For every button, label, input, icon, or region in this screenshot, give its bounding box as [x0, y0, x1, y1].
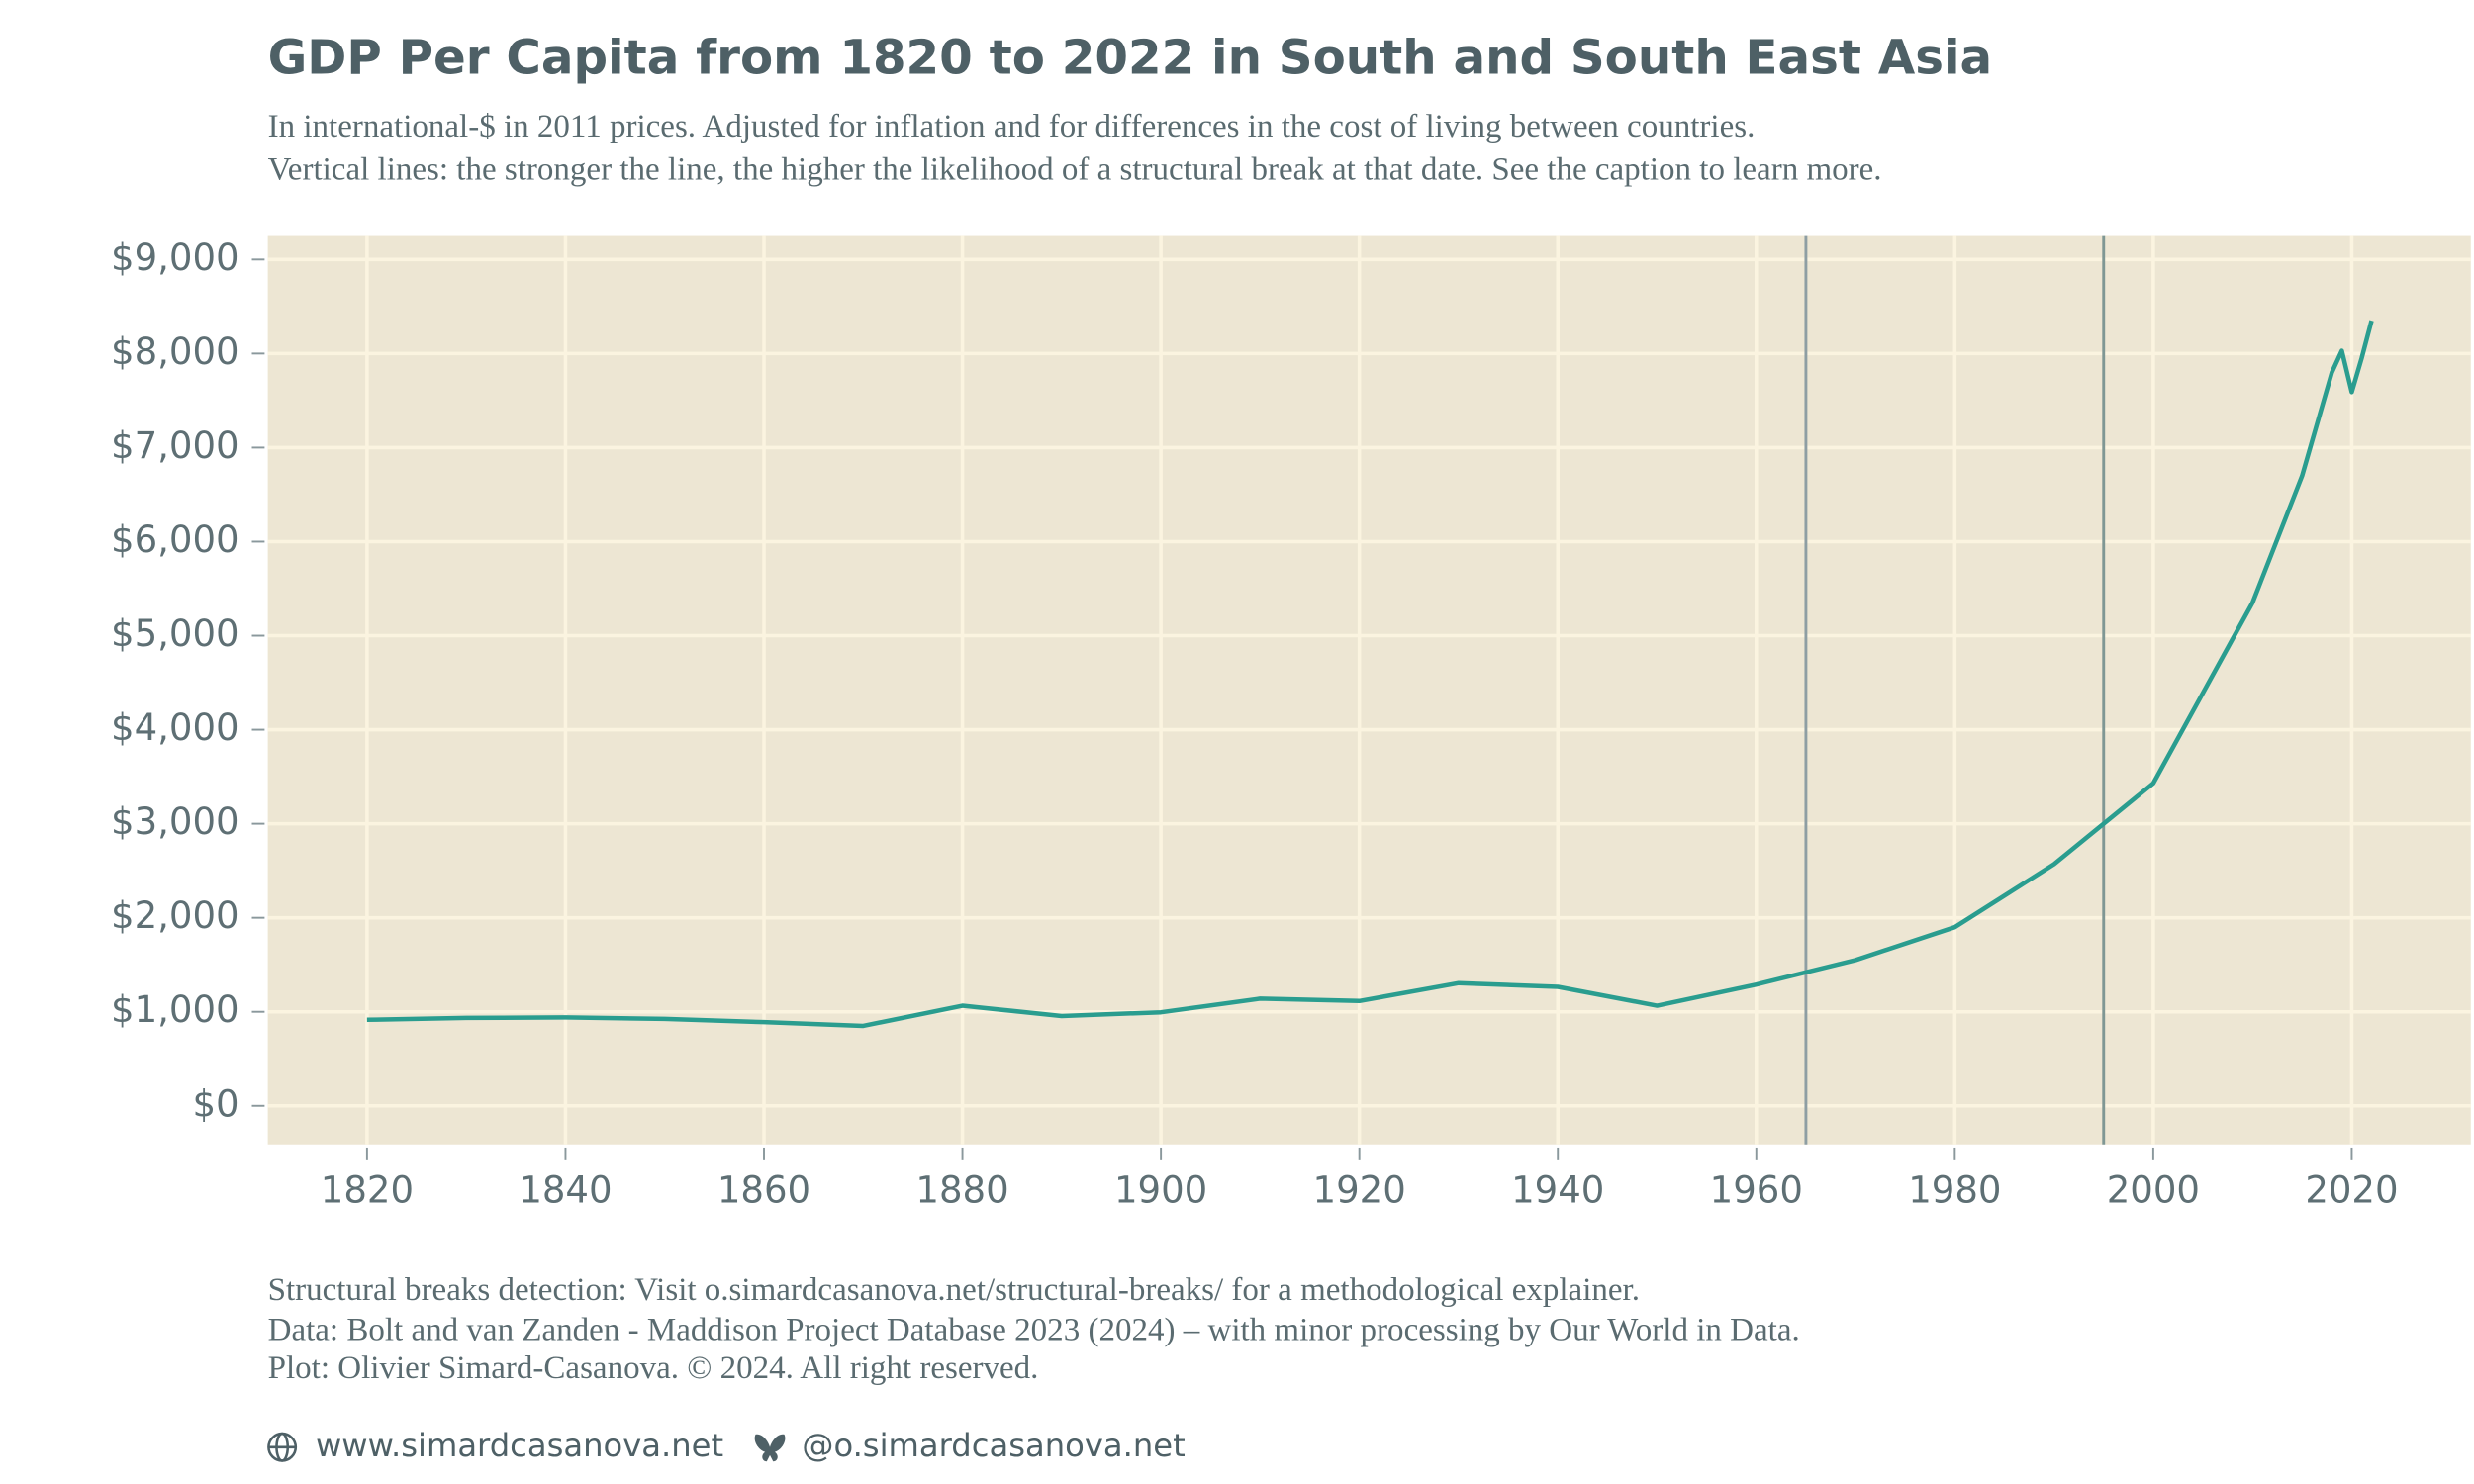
- y-tick-label: $1,000: [111, 988, 239, 1031]
- y-tick-label: $7,000: [111, 424, 239, 467]
- bluesky-icon: [754, 1434, 786, 1462]
- x-tick-label: 1980: [1908, 1169, 2001, 1212]
- x-tick-label: 1880: [915, 1169, 1008, 1212]
- y-tick-label: $6,000: [111, 518, 239, 561]
- globe-icon: [267, 1432, 298, 1462]
- y-tick-label: $9,000: [111, 236, 239, 279]
- x-tick-label: 2000: [2107, 1169, 2200, 1212]
- caption: Plot: Olivier Simard-Casanova. © 2024. A…: [268, 1350, 1039, 1386]
- x-tick-label: 1900: [1114, 1169, 1207, 1212]
- x-tick-label: 1860: [717, 1169, 810, 1212]
- chart-title: GDP Per Capita from 1820 to 2022 in Sout…: [268, 30, 1993, 85]
- x-tick-label: 1920: [1313, 1169, 1406, 1212]
- y-tick-label: $8,000: [111, 330, 239, 373]
- subtitle: Vertical lines: the stronger the line, t…: [268, 152, 1882, 188]
- social-link[interactable]: @o.simardcasanova.net: [802, 1427, 1185, 1464]
- plot-panel: [267, 235, 2471, 1145]
- y-tick-label: $0: [192, 1082, 238, 1125]
- x-tick-label: 1960: [1710, 1169, 1803, 1212]
- y-tick-label: $2,000: [111, 894, 239, 937]
- x-tick-label: 2020: [2305, 1169, 2398, 1212]
- y-tick-label: $4,000: [111, 706, 239, 749]
- x-tick-label: 1820: [321, 1169, 414, 1212]
- y-tick-label: $5,000: [111, 612, 239, 655]
- data-line: [366, 320, 2374, 1029]
- x-tick-label: 1840: [519, 1169, 612, 1212]
- x-tick-label: 1940: [1511, 1169, 1604, 1212]
- subtitle: In international-$ in 2011 prices. Adjus…: [268, 109, 1756, 144]
- caption: Structural breaks detection: Visit o.sim…: [268, 1272, 1640, 1308]
- y-tick-label: $3,000: [111, 800, 239, 843]
- caption: Data: Bolt and van Zanden - Maddison Pro…: [268, 1312, 1800, 1347]
- website-link[interactable]: www.simardcasanova.net: [316, 1427, 723, 1464]
